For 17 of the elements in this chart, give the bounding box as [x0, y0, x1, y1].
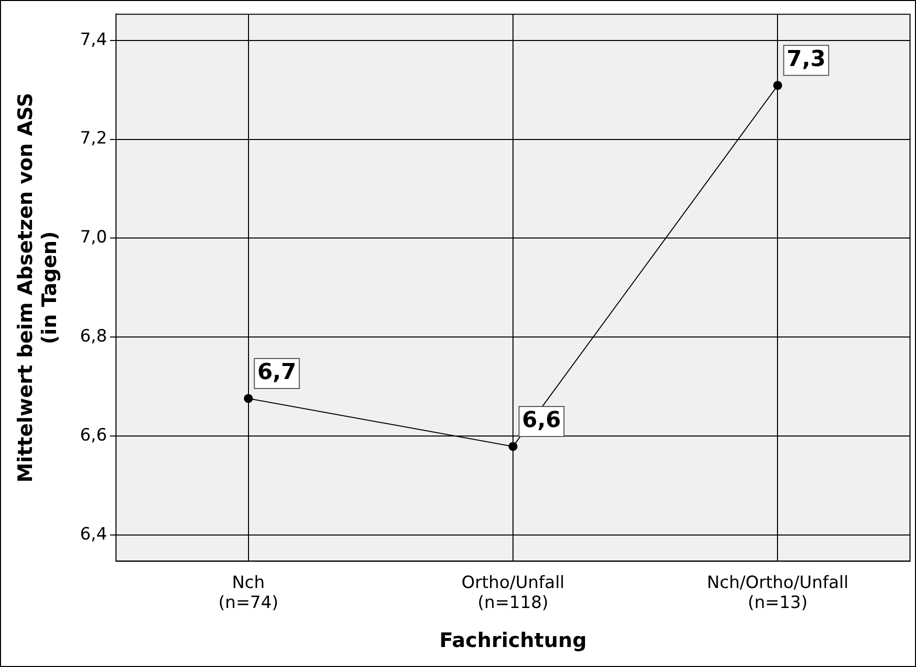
y-tick-label: 7,0: [80, 228, 108, 248]
data-label: 7,3: [786, 47, 826, 72]
y-tick-label: 6,4: [80, 524, 108, 544]
point: [773, 80, 782, 90]
y-tick-label: 7,2: [80, 128, 108, 149]
point: [244, 394, 253, 403]
y-axis-title: Mittelwert beim Absetzen von ASS (in Tagen): [13, 92, 62, 483]
y-tick-label: 6,8: [80, 326, 108, 347]
y-tick-label: 6,6: [80, 425, 108, 446]
data-label: 6,7: [257, 360, 296, 386]
point: [508, 442, 518, 451]
x-tick-label: Nch/Ortho/Unfall (n=13): [706, 572, 848, 614]
x-tick-label: Ortho/Unfall (n=118): [462, 572, 565, 614]
data-label: 6,6: [522, 408, 561, 434]
y-tick-label: 7,4: [80, 30, 108, 50]
x-axis-title: Fachrichtung: [439, 628, 587, 652]
x-tick-label: Nch (n=74): [218, 572, 278, 614]
